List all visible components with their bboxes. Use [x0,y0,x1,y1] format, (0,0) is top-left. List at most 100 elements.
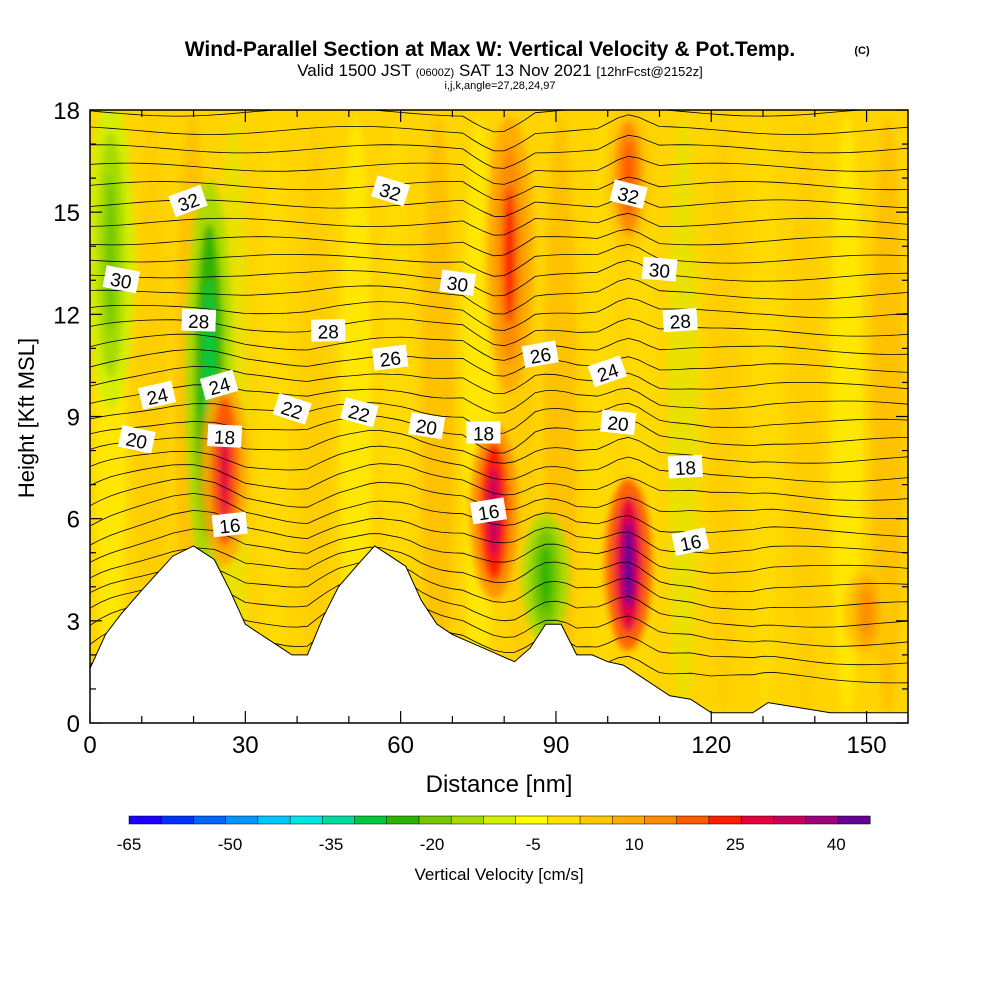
colorbar-tick-label: -5 [526,835,541,854]
theta-contour-label: 30 [641,256,678,283]
theta-contour-line [90,228,908,257]
x-tick-label: 0 [83,732,96,759]
theta-contour-label: 32 [609,179,648,209]
y-tick-label: 15 [53,200,80,227]
colorbar: -65 -50 -35 -20 -5 10 25 40 [117,815,871,854]
theta-contour-label-box [521,340,559,369]
theta-contour-label-text: 20 [124,429,149,454]
theta-contour-label: 30 [439,269,477,297]
theta-contour-label: 24 [587,355,628,388]
y-tick-label: 3 [67,609,80,636]
theta-contour-line [90,114,908,152]
theta-contour-line [90,134,908,169]
theta-contour-label-box [340,397,379,428]
theta-contour-label: 18 [667,454,703,480]
theta-contour-label-text: 26 [379,348,403,371]
theta-contour-label-box [102,265,141,294]
theta-contour-line [90,155,908,185]
velocity-texture-band [258,116,291,717]
theta-contour-label-box [466,421,501,444]
theta-contour-label-box [662,307,698,333]
theta-contour-label: 30 [102,265,141,294]
theta-contour-line [90,277,908,315]
theta-contour-label: 18 [466,421,501,446]
x-tick-label: 150 [847,732,887,759]
colorbar-swatch [386,815,420,825]
colorbar-swatch [612,815,646,825]
theta-contour-label: 28 [181,308,217,334]
velocity-texture-band [789,116,822,717]
valid-utc: (0600Z) [416,67,455,79]
theta-contour-label-text: 30 [445,273,469,297]
velocity-texture-band [298,116,331,717]
theta-contour-label: 16 [211,511,248,539]
colorbar-tick-label: -20 [420,835,445,854]
colorbar-swatch [257,815,291,825]
theta-contour-line [90,195,908,218]
valid-time-line: Valid 1500 JST (0600Z) SAT 13 Nov 2021 [… [297,61,703,80]
y-tick-label: 0 [67,711,80,738]
colorbar-tick-label: -65 [117,835,142,854]
colorbar-tick-label: 10 [625,835,644,854]
theta-contour-label-text: 20 [606,413,629,436]
theta-contour-label: 20 [600,409,637,436]
theta-contour-label: 32 [371,175,411,207]
theta-contour-label: 16 [469,497,507,525]
theta-contour-label-box [207,424,243,448]
theta-contour-label-box [168,184,208,218]
colorbar-swatch [837,815,871,825]
theta-contour-label-box [469,497,507,525]
theta-contour-label-box [371,175,411,207]
theta-contour-label-text: 18 [473,425,494,446]
y-tick-label: 12 [53,302,80,329]
theta-contour-label: 28 [662,307,698,334]
theta-contour-line [90,333,908,361]
x-tick-label: 30 [232,732,259,759]
velocity-texture-band [135,116,168,717]
theta-contour-label-text: 28 [188,312,210,334]
colorbar-swatch [128,815,162,825]
colorbar-tick-label: 40 [827,835,846,854]
velocity-feature-core [622,520,635,609]
theta-contour-line [90,560,908,611]
theta-contour-label-box [371,344,409,371]
x-tick-label: 120 [691,732,731,759]
velocity-feature-core [104,175,117,335]
colorbar-swatch [773,815,807,825]
grid-indices: i,j,k,angle=27,28,24,97 [444,80,555,92]
x-tick-label: 60 [387,732,414,759]
theta-contour-label: 24 [199,369,239,400]
theta-contour-line [90,110,866,133]
theta-contour-label-text: 20 [414,416,438,440]
y-tick-label: 6 [67,507,80,534]
colorbar-swatch [418,815,452,825]
theta-contour-label-text: 24 [145,385,171,410]
colorbar-swatch [676,815,710,825]
theta-contour-label-text: 30 [648,260,671,283]
y-tick-label: 9 [67,405,80,432]
theta-contour-label: 26 [371,344,409,372]
theta-contour-label-box [600,409,637,436]
theta-contour-label-text: 18 [213,427,235,449]
theta-contour-label-text: 30 [108,269,133,294]
theta-contour-line [90,243,908,277]
velocity-feature-core [860,588,873,636]
theta-contour-label-box [667,454,703,479]
theta-contour-label: 20 [408,412,446,440]
colorbar-swatch [708,815,742,825]
x-axis: 0 30 60 90 120 150 [83,110,887,759]
theta-contour-label-box [310,319,346,342]
chart-title: Wind-Parallel Section at Max W: Vertical… [185,38,796,61]
theta-contour-label-box [609,179,648,209]
title-copyright-mark: (C) [854,45,870,57]
theta-contour-label-box [211,511,248,538]
theta-contour-label-box [587,355,628,388]
theta-contour-label-box [181,308,217,332]
theta-contour-label: 22 [272,393,312,425]
colorbar-swatch [193,815,227,825]
colorbar-swatch [547,815,581,825]
colorbar-label: Vertical Velocity [cm/s] [414,865,583,884]
theta-contour-label-box [272,393,312,425]
